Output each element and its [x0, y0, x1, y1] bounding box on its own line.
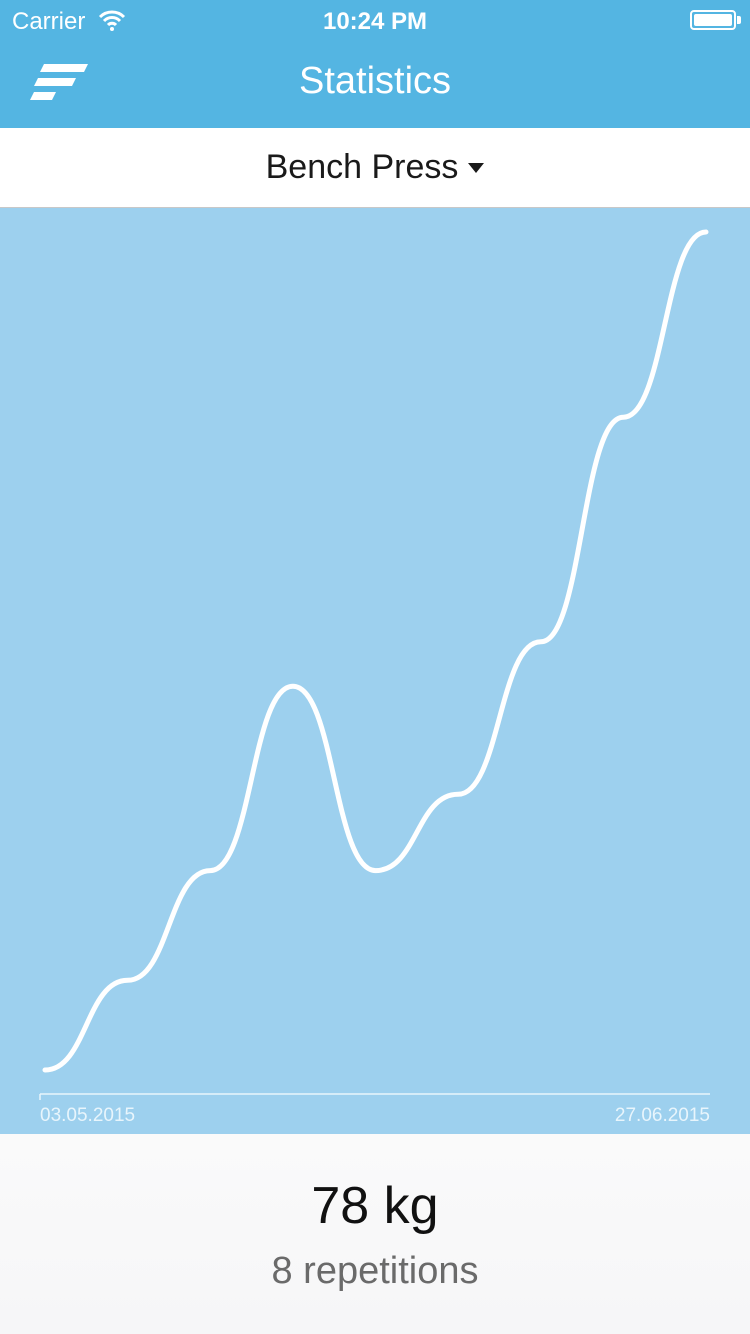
app-logo-icon[interactable]: [30, 62, 88, 102]
status-bar: Carrier 10:24 PM: [0, 0, 750, 40]
weight-value: 78 kg: [311, 1177, 439, 1235]
progress-chart[interactable]: 03.05.2015 27.06.2015: [0, 208, 750, 1134]
x-axis-end-date: 27.06.2015: [614, 1105, 710, 1126]
battery-tip: [737, 16, 741, 24]
caret-down-icon: [468, 162, 485, 173]
repetitions-value: 8 repetitions: [271, 1250, 479, 1292]
battery-icon: [690, 10, 736, 30]
exercise-selector-label: Bench Press: [265, 148, 459, 186]
carrier-label: Carrier: [12, 8, 86, 35]
chart-series-line: [42, 229, 709, 1073]
page-title: Statistics: [298, 60, 452, 102]
exercise-selector[interactable]: Bench Press: [0, 128, 750, 208]
navigation-bar: Statistics: [0, 40, 750, 128]
status-time: 10:24 PM: [322, 8, 428, 35]
wifi-icon: [98, 10, 126, 31]
chart-canvas: [39, 229, 710, 1100]
x-axis-start-date: 03.05.2015: [40, 1105, 136, 1126]
selected-set-detail: 78 kg 8 repetitions: [0, 1134, 750, 1334]
